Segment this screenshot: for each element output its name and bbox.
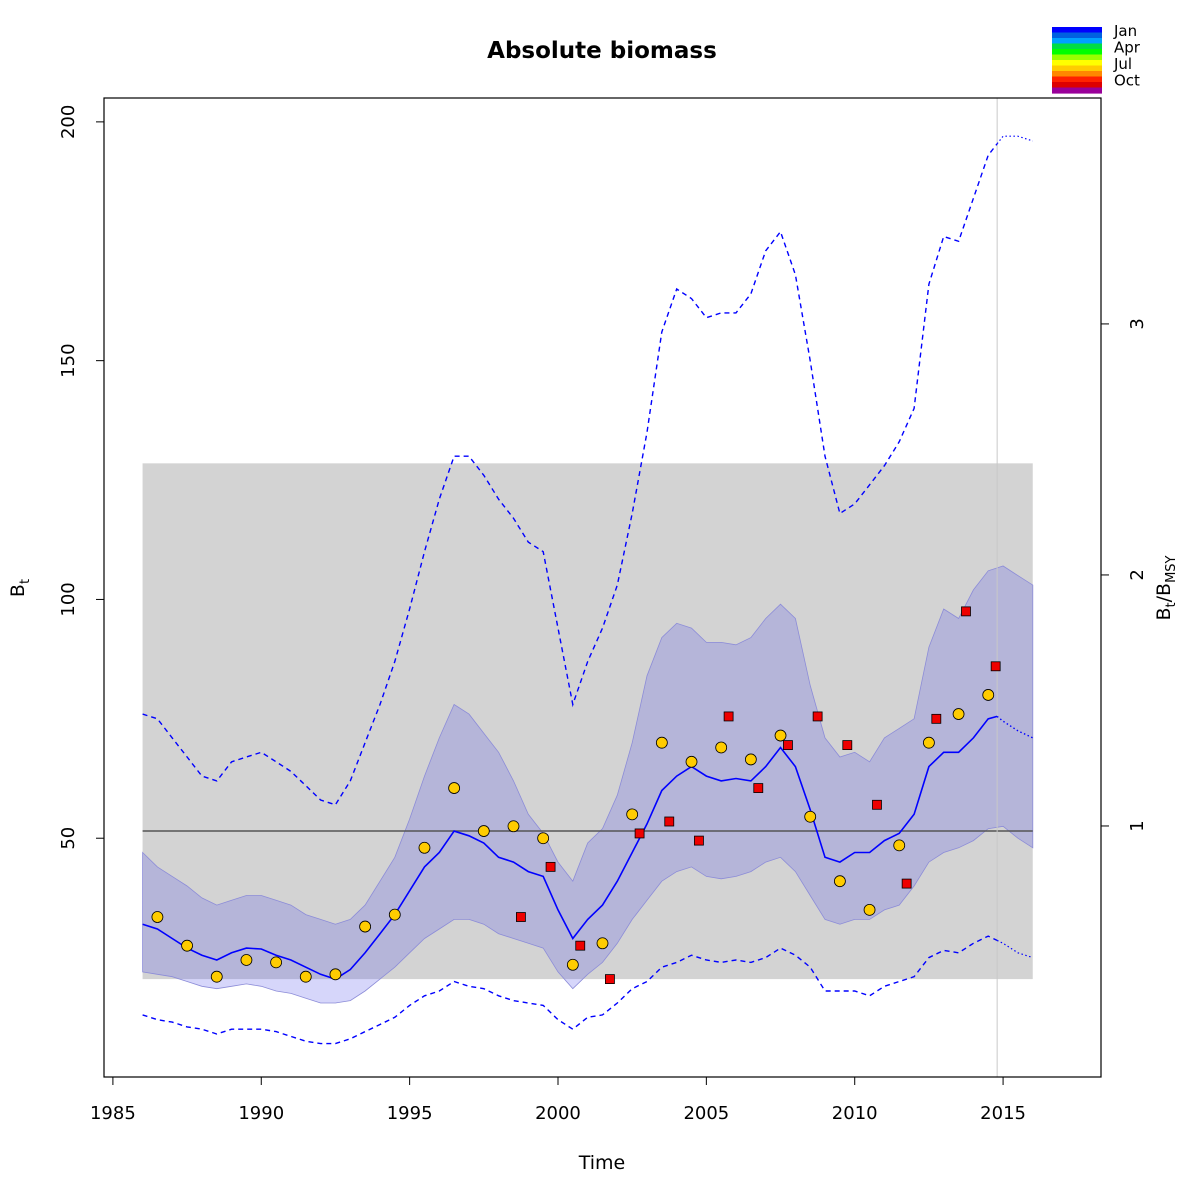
y-axis-label-main: B <box>7 584 29 597</box>
index-1-observation-point <box>744 753 757 766</box>
biomass-ci-band <box>142 565 1034 1004</box>
index-2-observation-point <box>723 711 734 722</box>
median-biomass-line <box>142 715 998 980</box>
index-2-observation-point <box>516 912 526 922</box>
y-tick-label: 50 <box>58 827 79 850</box>
x-tick-label: 2000 <box>535 1103 581 1124</box>
index-2-observation-point <box>605 974 615 984</box>
index-1-observation-point <box>715 741 728 754</box>
legend-color-swatch <box>1052 71 1102 78</box>
index-2-observation-point <box>575 940 586 951</box>
legend-color-swatch <box>1052 65 1102 72</box>
y-tick-label: 150 <box>58 343 79 377</box>
index-2-observation-point <box>842 740 853 750</box>
lower-ci-dashed-line <box>142 935 998 1045</box>
index-1-observation-point <box>240 954 253 966</box>
index-1-observation-point <box>804 810 817 823</box>
x-tick-label: 1990 <box>238 1103 284 1124</box>
y-tick-label: 200 <box>58 105 79 139</box>
index-1-observation-point <box>982 689 995 701</box>
index-1-observation-point <box>596 937 609 950</box>
index-1-observation-point <box>774 729 787 742</box>
index-1-observation-point <box>270 956 283 969</box>
y2-axis-label-part2: t <box>1164 602 1179 607</box>
bmsy-uncertainty-band <box>142 463 1033 980</box>
index-2-observation-point <box>961 606 971 617</box>
y2-axis-label-part1: B <box>1153 607 1175 620</box>
y-axis-label: Bt <box>7 579 33 597</box>
y2-tick-label: 2 <box>1127 569 1148 580</box>
index-2-observation-point <box>872 799 882 810</box>
index-1-observation-point <box>922 736 935 749</box>
index-1-observation-point <box>329 968 342 981</box>
legend-color-swatch <box>1052 87 1102 94</box>
index-2-observation-point <box>783 740 793 750</box>
index-2-observation-point <box>634 828 645 839</box>
upper-ci-dashed-line-forecast <box>996 135 1033 145</box>
legend-color-swatch <box>1052 49 1102 56</box>
lower-ci-dashed-line-forecast <box>996 939 1033 959</box>
y2-tick-label: 3 <box>1127 318 1148 329</box>
median-biomass-forecast-line <box>996 715 1034 739</box>
legend-month-label: Apr <box>1114 39 1141 57</box>
y-axis-label-sub: t <box>18 579 33 584</box>
index-1-observation-point <box>388 908 401 921</box>
index-1-observation-point <box>863 903 876 916</box>
index-1-observation-point <box>685 755 698 768</box>
index-2-observation-point <box>545 861 556 872</box>
index-1-observation-point <box>448 782 461 794</box>
legend-color-swatch <box>1052 76 1102 83</box>
index-1-observation-point <box>477 825 490 837</box>
legend-color-swatch <box>1052 27 1102 34</box>
axes: 1985 1990 1995 2000 2005 2010 2015 50 100 150 200 1… <box>58 97 1148 1124</box>
x-tick-label: 1985 <box>90 1103 136 1124</box>
index-1-observation-point <box>210 970 223 983</box>
legend-color-swatch <box>1052 43 1102 50</box>
index-1-observation-point <box>507 820 520 833</box>
index-1-observation-point <box>952 708 965 720</box>
x-axis-label: Time <box>578 1152 626 1174</box>
chart-title: Absolute biomass <box>487 38 717 64</box>
y2-axis-label-part4: MSY <box>1164 555 1179 582</box>
index-2-observation-point <box>753 783 764 793</box>
index-2-observation-point <box>931 713 942 724</box>
index-1-observation-point <box>151 911 164 923</box>
index-1-observation-point <box>299 970 312 983</box>
index-1-observation-point <box>655 736 668 749</box>
legend-color-swatch <box>1052 82 1102 89</box>
legend-month-label: Jul <box>1113 55 1132 73</box>
index-1-observation-point <box>537 832 550 845</box>
y2-axis-label-part3: /B <box>1153 583 1175 602</box>
y2-axis-label: Bt/BMSY <box>1153 555 1179 620</box>
plot-area <box>142 98 1034 1077</box>
index-1-observation-point <box>626 808 639 821</box>
index-1-observation-point <box>566 958 579 971</box>
index-1-observation-point <box>359 920 372 933</box>
legend-color-swatch <box>1052 60 1102 67</box>
x-tick-label: 2015 <box>980 1103 1026 1124</box>
index-1-observation-point <box>181 939 193 952</box>
index-2-observation-point <box>812 711 823 722</box>
x-tick-label: 2010 <box>832 1103 878 1124</box>
index-1-observation-point <box>893 839 906 852</box>
y-tick-label: 100 <box>58 582 79 616</box>
index-2-observation-point <box>901 878 912 889</box>
index-1-observation-point <box>418 841 431 854</box>
x-tick-label: 1995 <box>387 1103 433 1124</box>
legend-month-label: Oct <box>1114 72 1140 90</box>
legend-color-swatch <box>1052 54 1102 61</box>
index-2-observation-point <box>990 661 1001 672</box>
upper-ci-dashed-line <box>142 143 998 806</box>
index-2-observation-point <box>664 816 675 827</box>
legend-month-label: Jan <box>1113 22 1137 40</box>
y2-tick-label: 1 <box>1127 820 1148 831</box>
index-2-observation-point <box>694 835 704 846</box>
legend-color-swatch <box>1052 32 1102 39</box>
legend-color-swatch <box>1052 38 1102 45</box>
index-1-observation-point <box>833 875 846 888</box>
x-tick-label: 2005 <box>683 1103 729 1124</box>
